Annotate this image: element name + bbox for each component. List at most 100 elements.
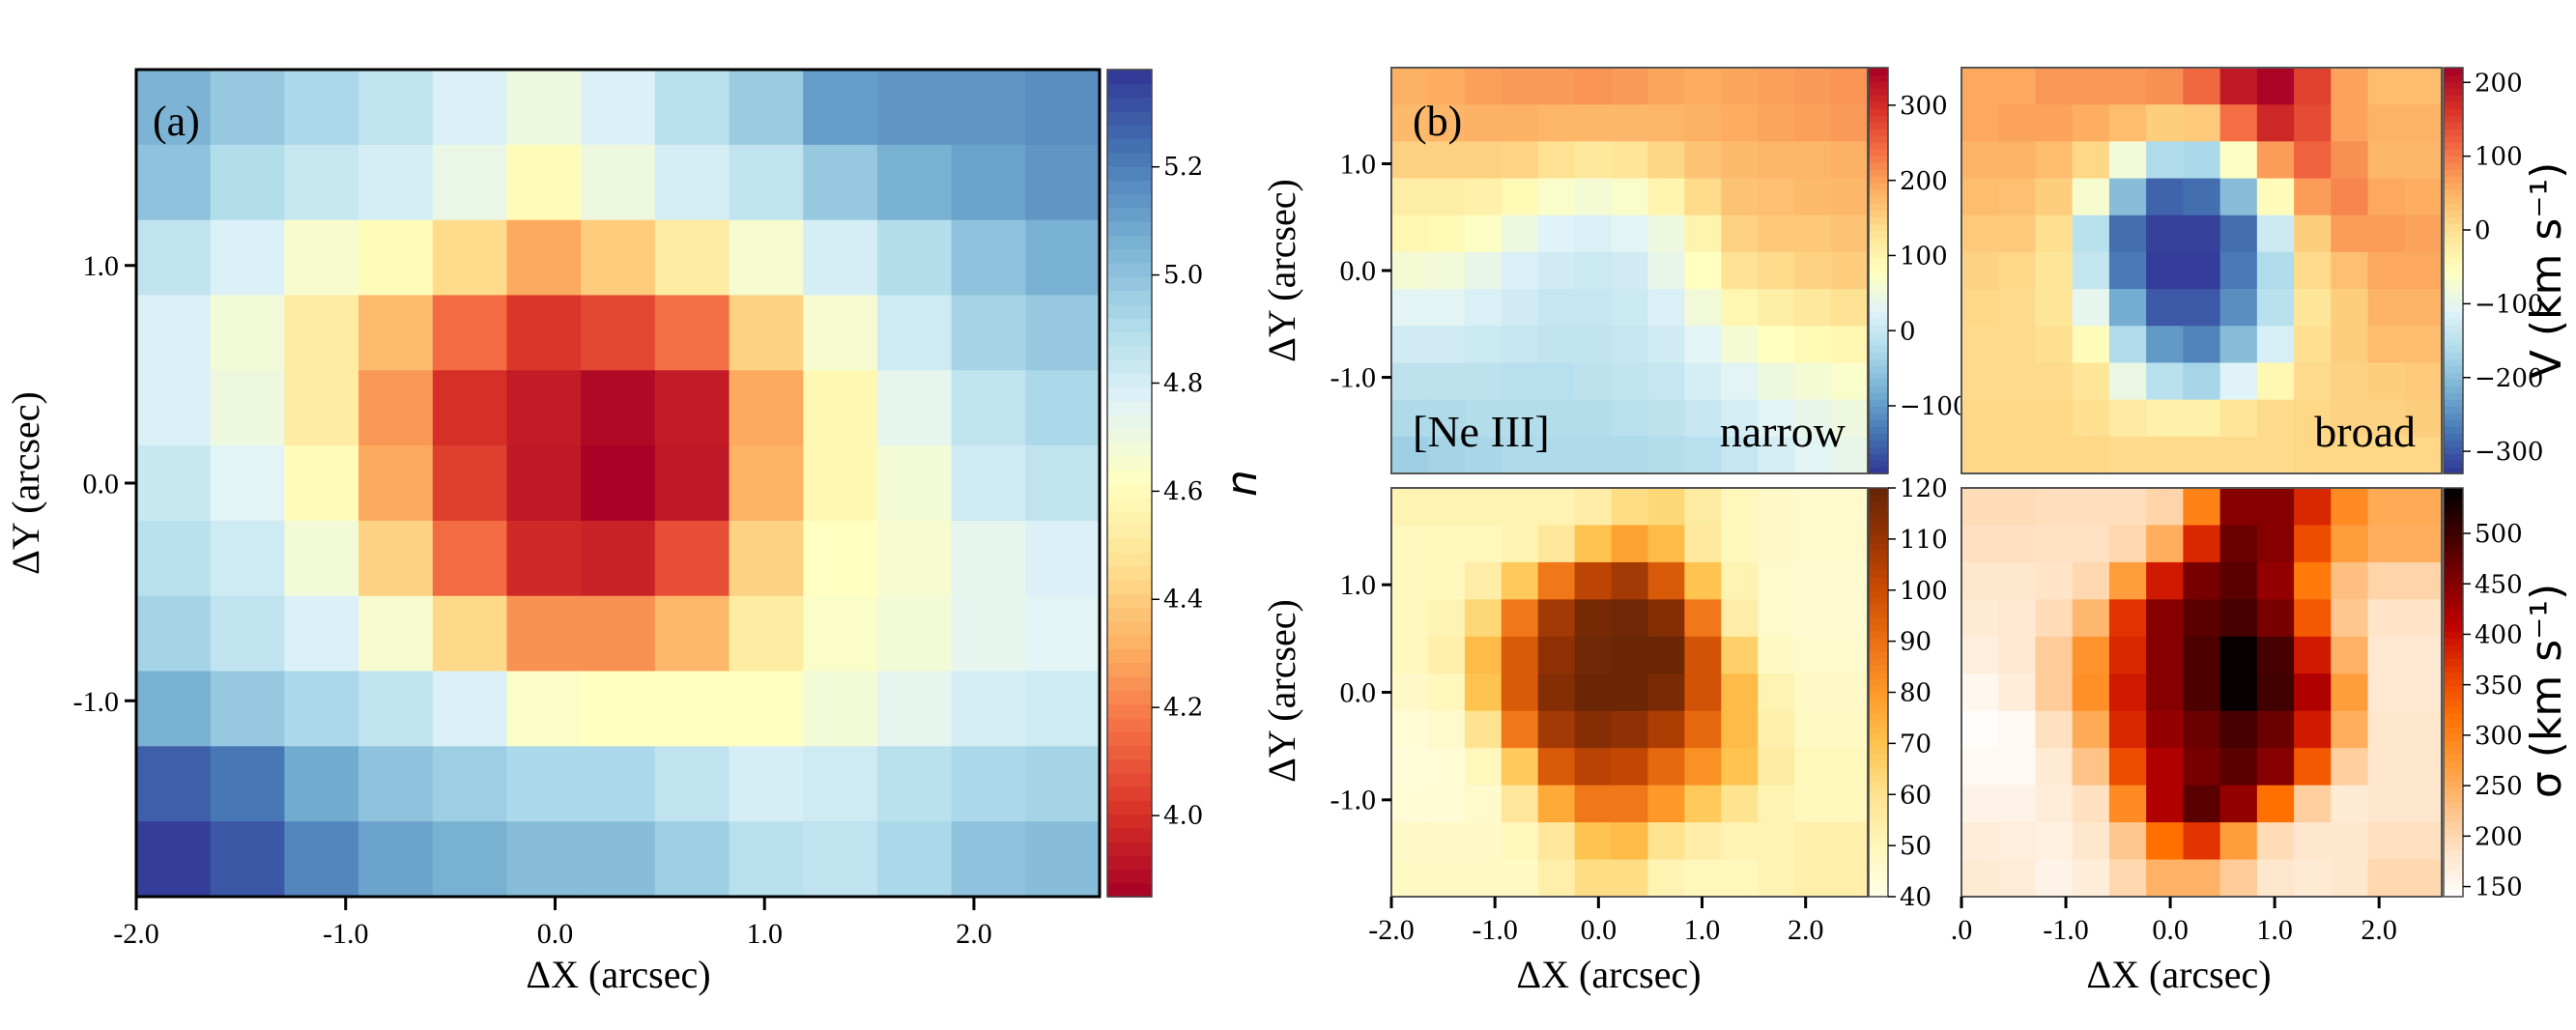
heatmap-cell [2219, 362, 2258, 401]
colorbar-segment [1869, 589, 1888, 598]
heatmap-cell [876, 821, 953, 898]
heatmap-cell [506, 70, 582, 146]
heatmap-cell [432, 671, 508, 747]
heatmap-cell [1391, 748, 1429, 787]
heatmap-cell [1537, 104, 1576, 142]
colorbar-segment [1869, 638, 1888, 645]
heatmap-cell [2404, 525, 2443, 563]
heatmap-cell [803, 70, 878, 146]
heatmap-cell [2331, 710, 2369, 749]
heatmap-cell [654, 70, 730, 146]
heatmap-cell [2035, 525, 2074, 563]
heatmap-cell [1721, 436, 1759, 474]
heatmap-cell [2072, 710, 2110, 749]
heatmap-cell [1831, 68, 1869, 105]
heatmap-cell [1794, 785, 1832, 823]
heatmap-cell [1574, 710, 1613, 749]
heatmap-cell [2294, 289, 2332, 327]
colorbar-segment [1869, 399, 1888, 407]
heatmap-cell [1998, 599, 2037, 638]
heatmap-cell [803, 219, 878, 297]
heatmap-cell [1684, 68, 1722, 105]
panel-b-broad-dispersion-colorbar: 150 200 250 300 350 400 450 500 [2443, 487, 2523, 902]
heatmap-cell [2331, 636, 2369, 674]
heatmap-cell [136, 595, 212, 672]
heatmap-cell [2294, 68, 2332, 105]
heatmap-cell [2146, 68, 2184, 105]
heatmap-cell [1647, 215, 1685, 253]
heatmap-cell [1998, 822, 2037, 861]
heatmap-cell [2219, 561, 2258, 600]
heatmap-cell [2256, 215, 2295, 253]
heatmap-cell [506, 445, 582, 522]
heatmap-cell [2256, 488, 2295, 527]
heatmap-cell [1647, 326, 1685, 364]
heatmap-cell [581, 595, 656, 672]
heatmap-cell [2294, 251, 2332, 290]
heatmap-cell [1647, 636, 1685, 674]
x-tick-label: -2.0 [1368, 914, 1415, 946]
colorbar-segment [1869, 835, 1888, 844]
heatmap-cell [284, 445, 359, 522]
heatmap-cell [1721, 178, 1759, 216]
heatmap-cell [2219, 326, 2258, 364]
heatmap-cell [2256, 710, 2295, 749]
heatmap-cell [2183, 822, 2221, 861]
colorbar-segment [2444, 88, 2463, 96]
heatmap-cell [136, 671, 212, 747]
heatmap-cell [1961, 362, 1999, 401]
heatmap-cell [358, 746, 434, 822]
colorbar-segment [2444, 379, 2463, 386]
heatmap-cell [1647, 141, 1685, 180]
colorbar-segment [1107, 882, 1152, 898]
heatmap-cell [2108, 822, 2147, 861]
heatmap-cell [1961, 748, 1999, 787]
heatmap-cell [2219, 289, 2258, 327]
heatmap-cell [2035, 215, 2074, 253]
heatmap-cell [1684, 104, 1722, 142]
heatmap-cell [1427, 636, 1466, 674]
y-tick-label: 0.0 [83, 469, 120, 501]
heatmap-cell [2294, 748, 2332, 787]
colorbar-segment [1869, 169, 1888, 177]
colorbar-segment [1107, 772, 1152, 787]
heatmap-cell [2219, 488, 2258, 527]
heatmap-cell [2404, 859, 2443, 898]
heatmap-cell [358, 821, 434, 898]
heatmap-cell [1464, 488, 1503, 527]
colorbar-segment [2444, 488, 2463, 496]
colorbar-segment [1869, 271, 1888, 278]
heatmap-cell [876, 219, 953, 297]
colorbar-segment [1107, 841, 1152, 856]
heatmap-cell [1998, 178, 2037, 216]
heatmap-cell [2183, 399, 2221, 438]
heatmap-cell [2072, 673, 2110, 712]
heatmap-cell [1501, 436, 1539, 474]
heatmap-cell [506, 144, 582, 221]
heatmap-cell [1961, 141, 1999, 180]
heatmap-cell [654, 295, 730, 371]
heatmap-cell [2294, 636, 2332, 674]
heatmap-cell [210, 821, 285, 898]
colorbar-segment [1869, 216, 1888, 224]
heatmap-cell [432, 295, 508, 371]
colorbar-tick-label: 400 [2475, 621, 2523, 650]
x-tick-label: -1.0 [1472, 914, 1518, 946]
heatmap-cell [284, 144, 359, 221]
colorbar-segment [1107, 110, 1152, 126]
heatmap-cell [1537, 673, 1576, 712]
colorbar-segment [2444, 433, 2463, 441]
heatmap-cell [1684, 599, 1722, 638]
colorbar-segment [2444, 535, 2463, 544]
colorbar-segment [1869, 115, 1888, 123]
heatmap-cell [2256, 68, 2295, 105]
heatmap-cell [284, 370, 359, 446]
colorbar-segment [1869, 685, 1888, 694]
heatmap-cell [2331, 215, 2369, 253]
colorbar-frame [2443, 487, 2464, 898]
colorbar-segment [1869, 365, 1888, 373]
x-tick-label: 0.0 [2152, 914, 2189, 946]
heatmap-cell [284, 295, 359, 371]
heatmap-cell [876, 370, 953, 446]
heatmap-cell [1611, 561, 1649, 600]
